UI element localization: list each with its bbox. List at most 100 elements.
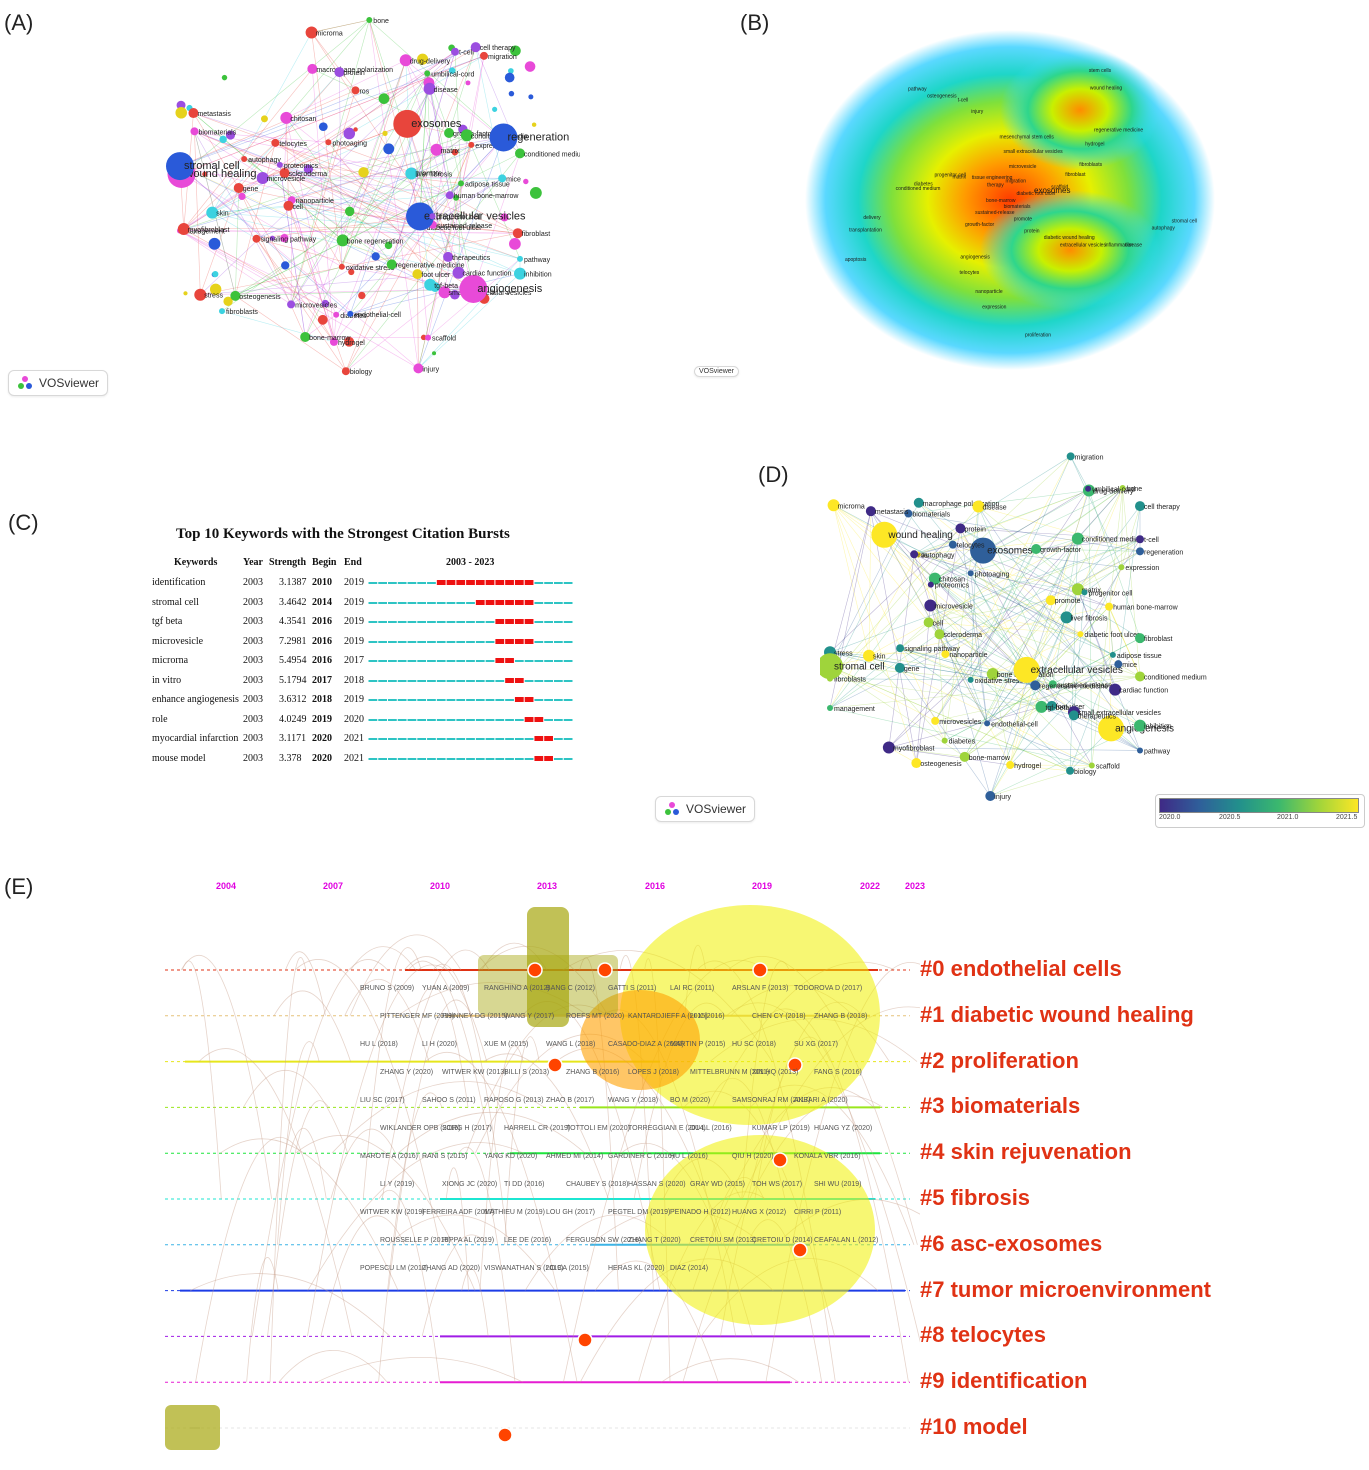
overlay-edge xyxy=(829,544,954,709)
overlay-edge xyxy=(908,513,1141,552)
network-node xyxy=(238,192,246,201)
overlay-edge xyxy=(964,600,1052,757)
burst-segment xyxy=(466,640,475,643)
burst-segment xyxy=(397,660,407,662)
network-node-label: nanoparticle xyxy=(296,198,334,205)
citation-node xyxy=(497,1427,513,1443)
burst-segment xyxy=(436,640,446,643)
overlay-node xyxy=(955,523,966,534)
burst-segment xyxy=(495,699,505,701)
network-node xyxy=(429,213,436,220)
burst-cell-year: 2003 xyxy=(243,752,263,764)
overlay-edge xyxy=(983,550,1122,568)
burst-cell-keyword: tgf beta xyxy=(152,616,183,627)
burst-segment xyxy=(544,640,553,643)
overlay-edge xyxy=(990,490,1090,797)
overlay-edge xyxy=(978,506,1054,685)
author-label: CASADO-DIAZ A (2020) xyxy=(608,1041,684,1048)
burst-cell-begin: 2016 xyxy=(312,635,332,647)
burst-segment xyxy=(427,757,436,760)
burst-cell-begin: 2018 xyxy=(312,694,332,705)
overlay-node-label: oxidative stress xyxy=(975,678,1024,685)
author-label: ZHANG Y (2020) xyxy=(380,1069,433,1076)
author-label: HUANG YZ (2020) xyxy=(814,1125,872,1132)
burst-segment xyxy=(514,619,524,624)
network-node-label: stromal cell xyxy=(184,160,240,172)
citation-arc xyxy=(458,1147,516,1383)
overlay-node xyxy=(827,705,833,712)
network-node xyxy=(366,17,373,23)
network-node xyxy=(233,182,244,193)
overlay-edge xyxy=(829,551,1141,709)
network-node-label: small extracellular vesicles xyxy=(449,290,532,297)
network-node-label: angiogenesis xyxy=(477,283,542,295)
network-edge xyxy=(305,336,429,338)
overlay-edge xyxy=(1080,633,1119,665)
author-label: SAHOO S (2011) xyxy=(422,1097,476,1104)
network-node-label: diabetes xyxy=(340,313,367,320)
burst-segment xyxy=(534,679,544,682)
timeline-year-label: 2019 xyxy=(752,881,773,891)
cluster-label: #7 tumor microenvironment xyxy=(920,1276,1211,1302)
network-edge xyxy=(286,117,289,206)
network-node xyxy=(358,291,366,300)
burst-segment xyxy=(475,718,485,721)
overlay-node-label: chitosan xyxy=(939,577,965,584)
overlay-node xyxy=(1114,660,1123,669)
density-label: nanoparticle xyxy=(975,289,1002,295)
network-edge xyxy=(183,46,476,230)
citation-arc xyxy=(408,960,492,1154)
density-label: injury xyxy=(971,109,983,115)
burst-segment xyxy=(436,718,446,721)
overlay-node xyxy=(894,662,905,673)
network-edge xyxy=(181,55,485,175)
burst-segment xyxy=(388,582,397,584)
network-node xyxy=(194,288,207,301)
burst-cell-year: 2003 xyxy=(243,616,263,627)
network-node-label: conditioned medium xyxy=(524,151,580,158)
overlay-node-label: inhibition xyxy=(1144,724,1172,731)
burst-cell-begin: 2016 xyxy=(312,616,332,627)
overlay-node-label: cell xyxy=(933,620,944,627)
citation-arc xyxy=(181,960,222,1200)
burst-segment xyxy=(485,621,495,623)
overlay-edge xyxy=(829,538,1141,653)
network-edge xyxy=(279,164,306,337)
network-edge xyxy=(193,112,450,196)
overlay-edges xyxy=(829,456,1141,797)
overlay-node-label: autophagy xyxy=(922,553,955,560)
cluster-label: #3 biomaterials xyxy=(920,1093,1081,1119)
network-edge xyxy=(179,230,518,234)
overlay-edge xyxy=(1073,592,1085,713)
network-node-label: scaffold xyxy=(432,336,456,343)
author-label: WANG Y (2018) xyxy=(608,1097,658,1104)
network-node-label: stress xyxy=(204,293,223,300)
network-edge xyxy=(350,264,392,315)
author-label: WANG Y (2017) xyxy=(504,1013,554,1020)
network-node-label: microrna xyxy=(316,30,343,37)
overlay-edge xyxy=(1108,567,1122,607)
network-edge xyxy=(432,178,503,226)
burst-segment xyxy=(544,679,553,682)
burst-cell-end: 2020 xyxy=(344,713,364,725)
overlay-node xyxy=(1136,547,1144,556)
burst-segment xyxy=(514,757,524,760)
author-label: XIONG JC (2020) xyxy=(442,1181,497,1188)
burst-segment xyxy=(475,621,485,623)
overlay-edge xyxy=(900,647,1036,686)
network-edge xyxy=(458,183,462,273)
overlay-node-label: fibroblasts xyxy=(834,677,866,684)
overlay-edge xyxy=(928,538,1141,623)
network-node xyxy=(175,106,188,119)
citation-arc xyxy=(349,934,462,1016)
network-edge xyxy=(183,226,423,230)
overlay-edge xyxy=(916,605,931,764)
network-edge xyxy=(432,183,462,217)
overlay-node-label: telocytes xyxy=(957,543,985,550)
network-edge xyxy=(432,183,462,217)
citation-arc xyxy=(273,990,352,1062)
network-node-label: injury xyxy=(422,366,439,373)
network-edge xyxy=(179,46,476,167)
network-edge xyxy=(288,205,337,315)
overlay-node xyxy=(1031,543,1042,554)
